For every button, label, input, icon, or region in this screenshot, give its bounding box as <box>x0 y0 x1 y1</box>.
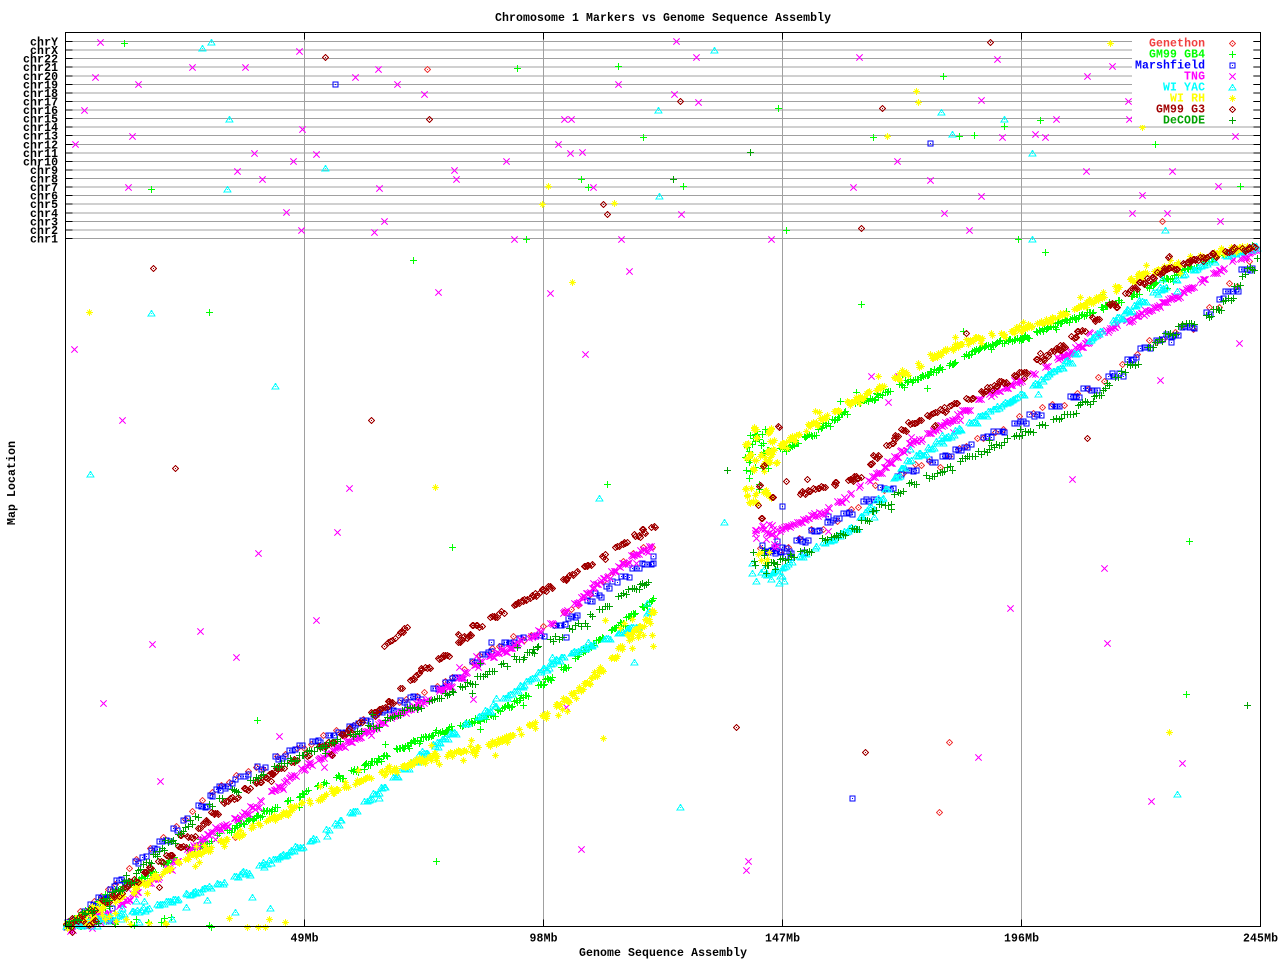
svg-text:chr15: chr15 <box>23 114 58 127</box>
svg-text:chr1: chr1 <box>30 234 58 247</box>
svg-text:chr3: chr3 <box>30 216 58 229</box>
svg-text:WI RH: WI RH <box>1170 93 1205 106</box>
svg-text:Genome Sequence Assembly: Genome Sequence Assembly <box>579 947 747 960</box>
svg-text:DeCODE: DeCODE <box>1163 115 1205 128</box>
svg-text:chr5: chr5 <box>30 199 58 212</box>
svg-text:chr17: chr17 <box>23 97 58 110</box>
svg-text:chr10: chr10 <box>23 156 58 169</box>
svg-text:chr19: chr19 <box>23 79 58 92</box>
svg-text:245Mb: 245Mb <box>1243 933 1278 946</box>
svg-text:chr8: chr8 <box>30 174 58 187</box>
svg-text:chr22: chr22 <box>23 54 58 67</box>
svg-text:chrY: chrY <box>30 37 58 50</box>
svg-text:196Mb: 196Mb <box>1004 933 1039 946</box>
svg-text:chr7: chr7 <box>30 182 58 195</box>
svg-text:chrX: chrX <box>30 45 58 58</box>
svg-text:chr21: chr21 <box>23 62 58 75</box>
svg-text:98Mb: 98Mb <box>530 933 558 946</box>
svg-text:chr6: chr6 <box>30 191 58 204</box>
svg-text:Map Location: Map Location <box>6 441 19 525</box>
svg-text:147Mb: 147Mb <box>765 933 800 946</box>
svg-text:chr18: chr18 <box>23 88 58 101</box>
svg-text:chr13: chr13 <box>23 131 58 144</box>
svg-text:TNG: TNG <box>1184 71 1205 84</box>
svg-text:chr20: chr20 <box>23 71 58 84</box>
svg-text:chr14: chr14 <box>23 122 58 135</box>
svg-text:Genethon: Genethon <box>1149 38 1205 51</box>
svg-text:chr12: chr12 <box>23 139 58 152</box>
svg-text:chr2: chr2 <box>30 225 58 238</box>
svg-text:Marshfield: Marshfield <box>1135 60 1205 73</box>
svg-text:chr4: chr4 <box>30 208 58 221</box>
svg-text:WI YAC: WI YAC <box>1163 82 1205 95</box>
svg-text:49Mb: 49Mb <box>291 933 319 946</box>
svg-text:chr9: chr9 <box>30 165 58 178</box>
svg-text:Chromosome 1 Markers vs Genome: Chromosome 1 Markers vs Genome Sequence … <box>495 12 831 25</box>
svg-text:chr11: chr11 <box>23 148 58 161</box>
svg-text:GM99 G3: GM99 G3 <box>1156 104 1205 117</box>
svg-text:chr16: chr16 <box>23 105 58 118</box>
svg-text:GM99 GB4: GM99 GB4 <box>1149 49 1205 62</box>
